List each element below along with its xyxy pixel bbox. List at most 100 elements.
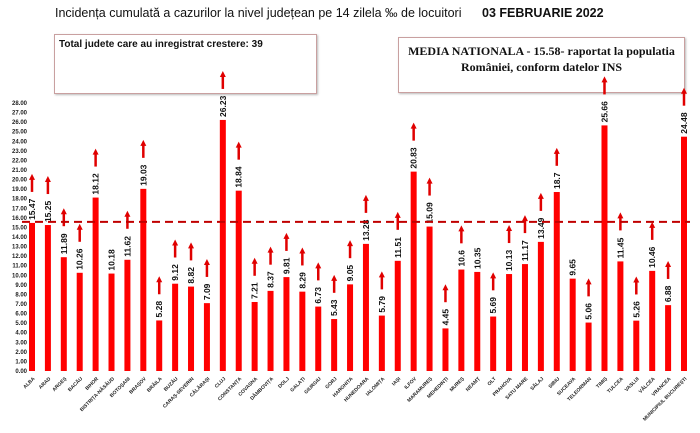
bar-maramureș (426, 226, 433, 371)
up-arrow-head-icon (665, 260, 672, 267)
bar-alba (29, 222, 35, 371)
bar-arad (44, 225, 51, 371)
value-label: 6.88 (663, 285, 673, 302)
y-tick-label: 16.00 (12, 216, 28, 222)
value-label: 9.05 (345, 265, 355, 282)
value-label: 11.17 (520, 240, 530, 261)
value-label: 7.21 (250, 282, 260, 299)
bar-teleorman (585, 322, 592, 371)
bar-tulcea (617, 261, 624, 371)
y-tick-label: 2.00 (15, 350, 27, 356)
bar-mehedinți (442, 328, 449, 371)
value-label: 13.28 (361, 219, 371, 241)
up-arrow-head-icon (442, 284, 449, 291)
bar-municipiul-bucurești (681, 136, 687, 371)
bar-bacău (76, 272, 83, 371)
value-label: 7.09 (202, 283, 212, 300)
bar-iași (394, 260, 401, 371)
up-arrow-head-icon (299, 247, 306, 254)
bar-buzău (172, 283, 179, 371)
bar-bistrița-năsăud (108, 273, 115, 371)
value-label: 18.7 (552, 172, 562, 189)
up-arrow-head-icon (490, 272, 497, 279)
y-tick-label: 6.00 (15, 312, 27, 318)
bar-gorj (331, 319, 338, 371)
bar-vaslui (633, 320, 640, 371)
bar-constanța (235, 190, 242, 371)
y-tick-label: 0.00 (15, 369, 27, 375)
value-label: 10.26 (75, 248, 85, 270)
up-arrow-head-icon (649, 221, 656, 228)
value-label: 15.25 (43, 200, 53, 222)
x-tick-label: TIMIȘ (595, 376, 609, 390)
bar-prahova (506, 274, 513, 371)
value-label: 5.26 (631, 301, 641, 318)
bar-călărași (203, 303, 210, 371)
x-tick-label: ALBA (22, 376, 36, 390)
report-date: 03 FEBRUARIE 2022 (482, 6, 604, 20)
up-arrow-head-icon (362, 194, 369, 201)
value-label: 5.06 (584, 303, 594, 320)
y-tick-label: 4.00 (15, 331, 27, 337)
up-arrow-head-icon (553, 147, 560, 154)
bar-timiș (601, 125, 608, 371)
up-arrow-head-icon (601, 76, 608, 83)
up-arrow-head-icon (521, 215, 528, 222)
x-tick-label: BRĂILA (145, 375, 164, 394)
x-tick-label: GORJ (324, 376, 338, 390)
value-label: 5.43 (329, 299, 339, 316)
up-arrow-head-icon (203, 258, 210, 265)
up-arrow-head-icon (60, 208, 67, 215)
up-arrow-head-icon (219, 70, 226, 77)
up-arrow-head-icon (315, 262, 322, 269)
y-tick-label: 1.00 (15, 359, 27, 365)
y-tick-label: 10.00 (12, 273, 28, 279)
value-label: 8.29 (297, 272, 307, 289)
y-tick-label: 14.00 (12, 235, 28, 241)
bar-dâmbovița (267, 290, 274, 371)
y-tick-label: 19.00 (12, 187, 28, 193)
bar-mureș (458, 269, 465, 371)
bar-suceava (569, 278, 576, 371)
bar-harghita (347, 284, 354, 371)
y-tick-label: 13.00 (12, 245, 28, 251)
bar-vrancea (665, 305, 672, 371)
x-tick-label: OLT (487, 376, 498, 387)
up-arrow-head-icon (76, 223, 83, 230)
value-label: 4.45 (440, 309, 450, 326)
up-arrow-head-icon (140, 139, 147, 146)
y-tick-label: 22.00 (12, 158, 28, 164)
value-label: 10.18 (107, 249, 117, 271)
y-tick-label: 17.00 (12, 206, 28, 212)
value-label: 26.23 (218, 95, 228, 117)
national-average-line2: României, conform datelor INS (460, 60, 623, 74)
y-tick-label: 26.00 (12, 120, 28, 126)
value-label: 11.51 (393, 237, 403, 258)
y-tick-label: 23.00 (12, 149, 28, 155)
y-tick-label: 5.00 (15, 321, 27, 327)
bar-sălaj (537, 241, 544, 371)
up-arrow-head-icon (29, 173, 35, 180)
y-tick-label: 3.00 (15, 340, 27, 346)
up-arrow-head-icon (681, 87, 687, 94)
bar-brăila (156, 320, 163, 371)
value-label: 9.81 (281, 257, 291, 274)
value-label: 18.12 (91, 173, 101, 195)
up-arrow-head-icon (633, 276, 640, 283)
value-label: 10.6 (456, 250, 466, 267)
value-label: 13.49 (536, 217, 546, 239)
up-arrow-head-icon (617, 212, 624, 219)
bar-sibiu (553, 192, 560, 371)
value-label: 5.79 (377, 296, 387, 313)
increase-count-text: Total judete care au inregistrat crester… (59, 39, 263, 50)
x-tick-label: MUREȘ (449, 376, 466, 393)
x-tick-label: GIURGIU (303, 376, 323, 396)
bar-brașov (140, 188, 147, 371)
bar-galați (299, 291, 306, 371)
bar-bihor (92, 197, 99, 371)
up-arrow-head-icon (331, 274, 338, 281)
x-tick-label: CLUJ (214, 376, 228, 390)
y-tick-label: 25.00 (12, 130, 28, 136)
x-tick-label: NEAMȚ (465, 376, 482, 393)
up-arrow-head-icon (585, 278, 592, 285)
